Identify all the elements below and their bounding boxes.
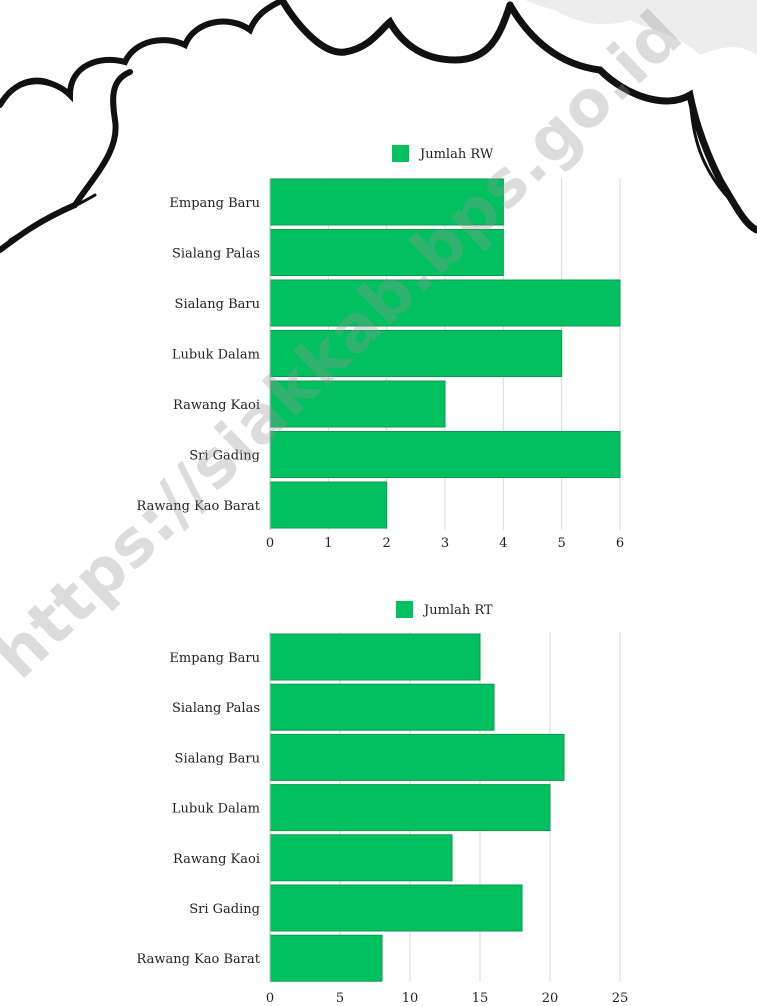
bar [269, 834, 453, 882]
bar [269, 380, 446, 428]
legend: Jumlah RT [396, 601, 493, 618]
bar [269, 733, 565, 781]
category-label: Sialang Baru [175, 751, 260, 766]
right-cloud-fill [525, 0, 757, 55]
category-label: Sialang Palas [172, 701, 260, 716]
legend: Jumlah RW [392, 145, 494, 162]
legend-swatch [392, 145, 409, 162]
category-label: Rawang Kaoi [173, 852, 260, 867]
bar [269, 279, 621, 327]
category-label: Rawang Kao Barat [137, 952, 261, 967]
bar [269, 481, 388, 529]
left-hanging-cloud-inner [8, 193, 97, 242]
left-cloud-outline-outer [0, 0, 285, 108]
top-cloud-arc [278, 0, 514, 64]
x-tick-label: 15 [472, 991, 489, 1006]
bar [269, 784, 551, 832]
bar [269, 178, 504, 226]
x-tick-label: 0 [266, 536, 274, 551]
x-tick-label: 20 [542, 991, 559, 1006]
left-cloud-outline-inner [4, 77, 62, 97]
bar [269, 229, 504, 276]
x-tick-label: 25 [612, 991, 629, 1006]
x-tick-label: 5 [336, 991, 344, 1006]
left-cloud-shape [0, 0, 282, 35]
category-label: Sialang Baru [175, 297, 260, 312]
x-tick-label: 6 [616, 536, 624, 551]
bar [269, 633, 481, 681]
category-label: Empang Baru [169, 651, 260, 666]
x-tick-label: 5 [558, 536, 566, 551]
category-label: Empang Baru [169, 196, 260, 211]
x-tick-label: 0 [266, 991, 274, 1006]
category-label: Rawang Kaoi [173, 398, 260, 413]
x-tick-label: 3 [441, 536, 449, 551]
bar [269, 934, 383, 982]
legend-swatch [396, 601, 413, 618]
bar [269, 431, 621, 478]
category-label: Sialang Palas [172, 247, 260, 262]
x-tick-label: 2 [383, 536, 391, 551]
x-tick-label: 1 [324, 536, 332, 551]
category-label: Lubuk Dalam [172, 802, 260, 817]
legend-label: Jumlah RT [422, 603, 493, 618]
category-label: Lubuk Dalam [172, 348, 260, 363]
cloud-decoration [0, 0, 757, 253]
right-cloud-outline [506, 1, 757, 234]
category-label: Sri Gading [189, 449, 260, 464]
x-tick-label: 4 [499, 536, 507, 551]
bar [269, 330, 563, 377]
chart-jumlah-rt: Jumlah RT Empang Baru Sialang Palas Sialang… [137, 601, 629, 1006]
category-label: Rawang Kao Barat [137, 499, 261, 514]
legend-label: Jumlah RW [418, 147, 494, 162]
bar [269, 884, 523, 932]
x-tick-label: 10 [402, 991, 419, 1006]
category-label: Sri Gading [189, 902, 260, 917]
bar [269, 683, 495, 731]
chart-jumlah-rw: Jumlah RW Empang Baru Sialang Palas Sialang… [137, 145, 624, 551]
right-cloud-inner-line [688, 93, 737, 207]
